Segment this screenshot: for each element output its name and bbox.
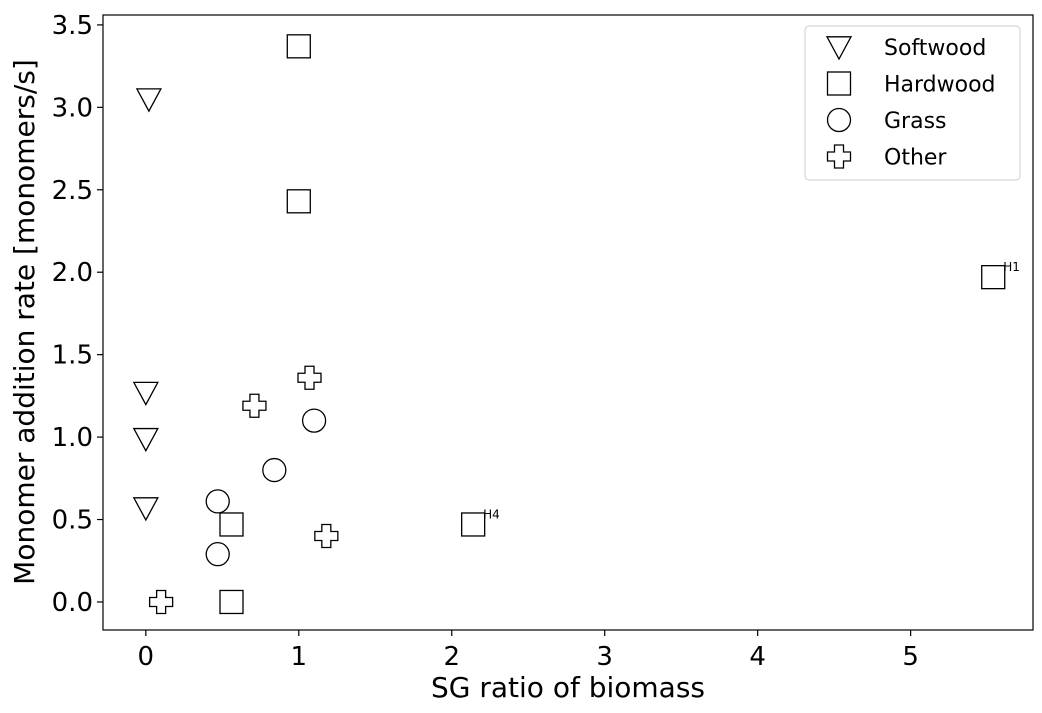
x-tick-label: 1 [291,642,308,672]
y-tick-label: 3.5 [52,11,93,41]
y-tick-label: 0.5 [52,506,93,536]
x-axis-ticks: 0 1 2 3 4 5 [138,630,919,672]
legend-label-hardwood: Hardwood [884,73,996,98]
y-tick-label: 1.5 [52,341,93,371]
legend-marker-softwood [825,36,853,61]
legend-marker-other [826,144,852,169]
legend-label-grass: Grass [884,109,947,134]
y-tick-label: 2.5 [52,176,93,206]
annotations: H1 H4 [483,260,1020,521]
point-softwood [132,381,159,406]
point-softwood [135,88,162,113]
x-tick-label: 3 [596,642,613,672]
y-axis-label: Monomer addition rate [monomers/s] [8,59,41,585]
point-hardwood [981,265,1006,290]
point-other [148,589,174,615]
point-grass [205,489,230,514]
point-grass [301,408,327,433]
point-hardwood [219,512,244,537]
point-hardwood [286,34,311,59]
y-tick-label: 3.0 [52,93,93,123]
point-softwood [132,427,159,453]
annotation-label: H1 [1003,260,1020,274]
point-grass [262,457,287,483]
point-hardwood [219,589,244,615]
legend-label-softwood: Softwood [884,36,986,61]
point-grass [205,542,230,567]
x-tick-label: 0 [138,642,155,672]
legend-marker-hardwood [826,71,852,96]
point-hardwood [461,512,486,537]
legend-marker-grass [826,107,852,133]
y-tick-label: 0.0 [52,588,93,618]
point-hardwood [286,189,311,214]
legend: Softwood Hardwood Grass Other [804,25,1021,181]
x-tick-label: 5 [902,642,919,672]
y-tick-label: 2.0 [52,258,93,288]
point-other [314,523,339,549]
point-softwood [132,497,159,522]
point-other [242,393,267,418]
x-axis-label: SG ratio of biomass [431,671,705,704]
y-tick-label: 1.0 [52,423,93,453]
point-other [297,365,322,390]
y-axis-ticks: 0.0 0.5 1.0 1.5 2.0 2.5 3.0 3.5 [52,11,103,618]
legend-box [804,25,1021,181]
x-tick-label: 4 [749,642,766,672]
annotation-label: H4 [483,507,500,521]
data-points [132,34,1006,615]
legend-label-other: Other [884,146,947,171]
x-tick-label: 2 [443,642,460,672]
